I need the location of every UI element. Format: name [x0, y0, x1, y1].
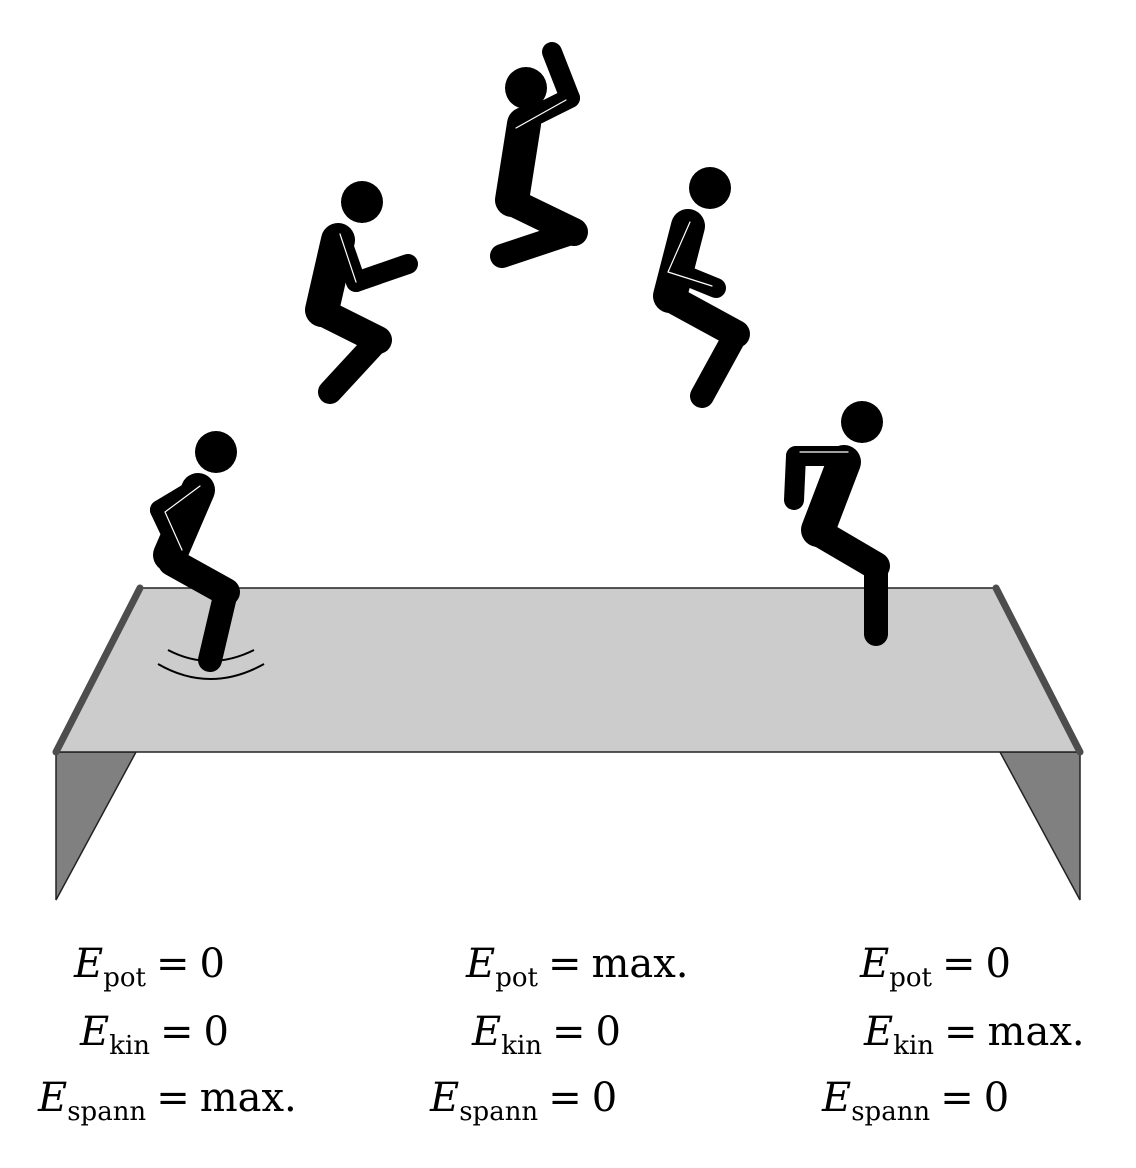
energy-value: max. [199, 1075, 297, 1121]
equals-sign: = [941, 941, 976, 987]
col1-epot: Epot = 0 [74, 941, 225, 991]
energy-value: 0 [595, 1009, 621, 1055]
energy-symbol: E [466, 941, 496, 987]
col1-espann: Espann = max. [38, 1075, 297, 1125]
equals-sign: = [156, 1075, 190, 1121]
energy-value: 0 [985, 941, 1011, 987]
energy-subscript: pot [103, 963, 146, 993]
energy-value: max. [591, 941, 689, 987]
col1-ekin: Ekin = 0 [80, 1009, 229, 1059]
energy-subscript: pot [495, 963, 538, 993]
jumper-figure-descending [784, 401, 890, 646]
energy-value: 0 [203, 1009, 229, 1055]
energy-value: 0 [591, 1075, 618, 1121]
energy-value: 0 [199, 941, 225, 987]
jumper-figure-landing [150, 431, 240, 672]
col3-epot: Epot = 0 [860, 941, 1011, 991]
energy-subscript: spann [67, 1097, 147, 1127]
energy-symbol: E [822, 1075, 852, 1121]
equals-sign: = [548, 1075, 582, 1121]
energy-subscript: kin [501, 1031, 543, 1061]
energy-subscript: spann [851, 1097, 931, 1127]
energy-subscript: spann [459, 1097, 539, 1127]
energy-symbol: E [430, 1075, 460, 1121]
col3-ekin: Ekin = max. [864, 1009, 1085, 1059]
trampoline-left-side [55, 751, 138, 901]
energy-symbol: E [80, 1009, 110, 1055]
jumper-figure-rising [305, 181, 418, 404]
bounce-arc-outer [157, 663, 265, 680]
equals-sign: = [160, 1009, 194, 1055]
energy-subscript: pot [889, 963, 932, 993]
equals-sign: = [547, 941, 582, 987]
energy-symbol: E [864, 1009, 894, 1055]
energy-symbol: E [74, 941, 104, 987]
equals-sign: = [940, 1075, 974, 1121]
jumper-figure-top [490, 42, 588, 268]
energy-value: 0 [983, 1075, 1010, 1121]
jumper-figure-falling [653, 167, 750, 408]
col2-ekin: Ekin = 0 [472, 1009, 621, 1059]
energy-subscript: kin [893, 1031, 935, 1061]
col2-espann: Espann = 0 [430, 1075, 618, 1125]
equals-sign: = [552, 1009, 586, 1055]
trampoline-left-rail [52, 584, 144, 756]
trampoline-right-side [998, 751, 1081, 901]
col3-espann: Espann = 0 [822, 1075, 1010, 1125]
energy-symbol: E [38, 1075, 68, 1121]
energy-value: max. [987, 1009, 1085, 1055]
col2-epot: Epot = max. [466, 941, 689, 991]
trampoline-right-rail [992, 584, 1084, 756]
energy-symbol: E [472, 1009, 502, 1055]
energy-subscript: kin [109, 1031, 151, 1061]
equals-sign: = [155, 941, 190, 987]
equals-sign: = [944, 1009, 978, 1055]
energy-symbol: E [860, 941, 890, 987]
